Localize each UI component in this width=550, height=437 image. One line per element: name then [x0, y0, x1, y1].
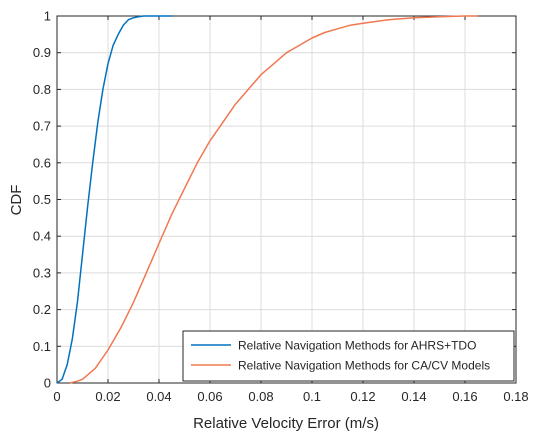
legend-label-ca-cv: Relative Navigation Methods for CA/CV Mo…: [238, 359, 490, 373]
x-tick-label: 0.02: [95, 389, 120, 404]
legend-box: [182, 330, 515, 382]
x-tick-label: 0.08: [248, 389, 273, 404]
grid-lines: [57, 16, 516, 383]
x-tick-label: 0.06: [197, 389, 222, 404]
y-tick-label: 0.3: [33, 265, 51, 280]
y-tick-label: 1: [44, 9, 51, 24]
y-tick-label: 0: [44, 376, 51, 391]
x-tick-label: 0: [53, 389, 60, 404]
y-tick-label: 0.5: [33, 192, 51, 207]
y-tick-label: 0.2: [33, 302, 51, 317]
y-tick-label: 0.7: [33, 119, 51, 134]
legend: Relative Navigation Methods for AHRS+TDO…: [182, 330, 515, 382]
axis-ticks: 0 0.02 0.04 0.06 0.08 0.1 0.12 0.14 0.16 0.18 0 0.1…: [33, 9, 529, 405]
x-tick-label: 0.12: [350, 389, 375, 404]
y-tick-label: 0.4: [33, 229, 51, 244]
x-axis-label: Relative Velocity Error (m/s): [193, 415, 379, 432]
x-tick-label: 0.04: [146, 389, 171, 404]
y-tick-label: 0.6: [33, 155, 51, 170]
x-tick-label: 0.14: [401, 389, 426, 404]
series-lines: [56, 15, 478, 384]
x-tick-label: 0.16: [452, 389, 477, 404]
y-tick-label: 0.8: [33, 82, 51, 97]
y-tick-label: 0.9: [33, 45, 51, 60]
series-line-ca-cv: [69, 15, 478, 384]
x-tick-label: 0.18: [503, 389, 528, 404]
y-tick-label: 0.1: [33, 339, 51, 354]
series-line-ahrs-tdo: [56, 15, 172, 384]
y-axis-label: CDF: [8, 185, 25, 216]
x-tick-label: 0.1: [303, 389, 321, 404]
legend-label-ahrs-tdo: Relative Navigation Methods for AHRS+TDO: [238, 339, 476, 353]
